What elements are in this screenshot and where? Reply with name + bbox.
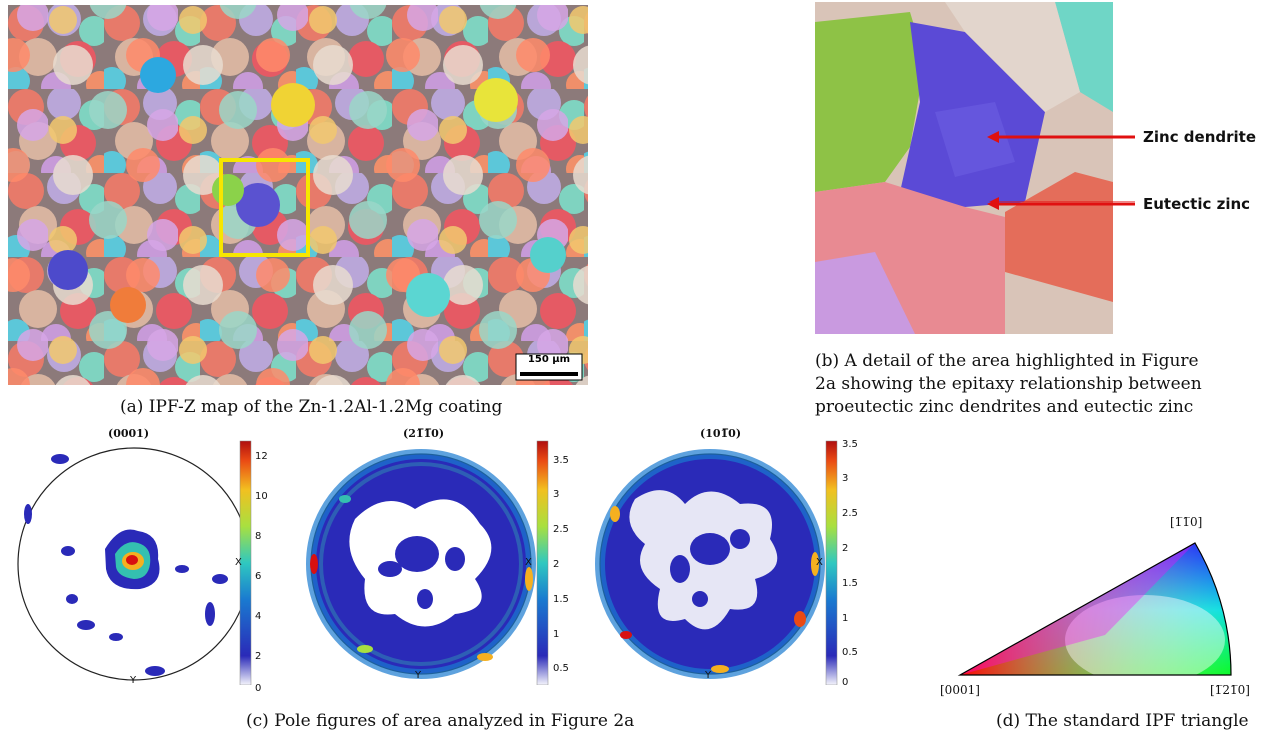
- axis-y-label: Y: [705, 670, 712, 681]
- ipf-triangle: [957, 542, 1232, 676]
- annotation-arrows: [987, 131, 1135, 202]
- colorbar-ticks: 12 10 8 6 4 2 0: [255, 451, 268, 694]
- axis-x-label: X: [235, 557, 242, 568]
- detail-image-graphic: [815, 2, 1113, 334]
- caption-b-line-1: (b) A detail of the area highlighted in …: [815, 351, 1199, 371]
- axis-x-label: X: [816, 557, 823, 568]
- pole-figure-title: (0001): [108, 427, 150, 440]
- pole-figure-1-0-1-0: (101̅0) X Y 3.5 3 2.5 2 1.5 1 0.5 0: [590, 425, 858, 688]
- ipf-vertex-top: [1̅1̅0]: [1170, 515, 1203, 529]
- label-zinc-dendrite: Zinc dendrite: [1143, 128, 1257, 146]
- pole-figure-title: (21̅1̅0): [403, 427, 445, 440]
- colorbar-ticks: 3.5 3 2.5 2 1.5 1 0.5: [553, 455, 569, 674]
- ipf-z-map-image: [8, 5, 588, 385]
- pole-figure-title: (101̅0): [700, 427, 742, 440]
- caption-a: (a) IPF-Z map of the Zn-1.2Al-1.2Mg coat…: [120, 397, 503, 417]
- highlight-box: [219, 158, 310, 257]
- axis-x-label: X: [525, 557, 532, 568]
- ipf-z-map: 150 µm: [8, 5, 588, 385]
- ipf-vertex-right: [1̅21̅0]: [1210, 683, 1250, 697]
- label-eutectic-zinc: Eutectic zinc: [1143, 195, 1251, 213]
- pole-figure-0001: (0001) X Y 12 10 8 6 4 2 0: [10, 425, 275, 694]
- axis-y-label: Y: [130, 675, 137, 686]
- detail-image: [815, 2, 1113, 334]
- caption-d: (d) The standard IPF triangle: [996, 711, 1249, 731]
- caption-c: (c) Pole figures of area analyzed in Fig…: [246, 711, 635, 731]
- colorbar-ticks: 3.5 3 2.5 2 1.5 1 0.5 0: [842, 439, 858, 688]
- pole-figure-2-1-1-0: (21̅1̅0) X Y 3.5 3 2.5 2 1.5 1 0.5: [305, 425, 570, 685]
- scale-bar-label: 150 µm: [527, 354, 571, 365]
- axis-y-label: Y: [415, 670, 422, 681]
- caption-b-line-2: 2a showing the epitaxy relationship betw…: [815, 374, 1202, 394]
- ipf-vertex-left: [0001]: [940, 683, 980, 697]
- caption-b-line-3: proeutectic zinc dendrites and eutectic …: [815, 397, 1194, 417]
